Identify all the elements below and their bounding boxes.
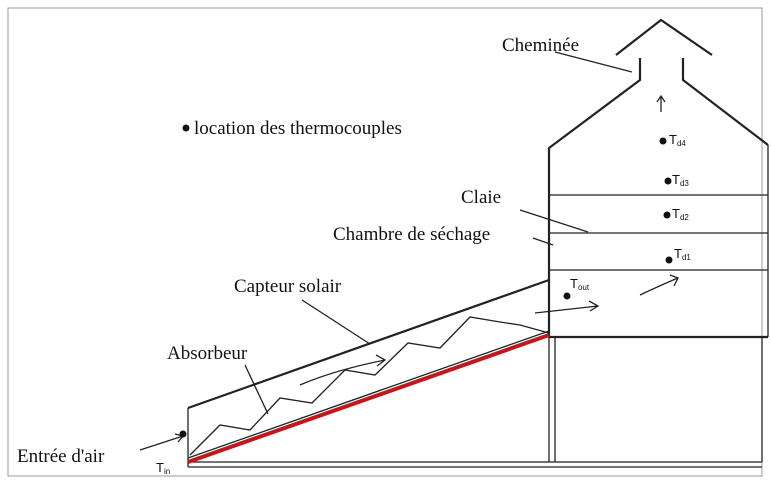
sensor-label: Td3 [672, 172, 689, 188]
leader [244, 364, 269, 415]
leader [532, 237, 554, 246]
sensor-subscript: d1 [682, 253, 691, 262]
chimney-cap [615, 18, 713, 56]
sensor-dot [659, 137, 667, 145]
thermocouples [179, 124, 673, 438]
sensor-dot [179, 430, 187, 438]
leader-lines [244, 51, 633, 415]
label: Entrée d'air [17, 446, 105, 467]
leader [554, 51, 633, 73]
absorber-plate [187, 333, 550, 464]
label: Absorbeur [167, 343, 248, 364]
roof-right [681, 58, 769, 146]
label: Chambre de séchage [333, 224, 490, 245]
sensor-label: Td2 [672, 206, 689, 222]
arrow [299, 354, 387, 386]
arrow [656, 94, 666, 112]
label: Cheminée [502, 35, 579, 56]
label: location des thermocouples [194, 118, 402, 139]
sensor-subscript: d3 [680, 179, 689, 188]
leader [519, 209, 589, 233]
drying-chamber [547, 18, 769, 462]
label: Claie [461, 187, 501, 208]
label: Capteur solair [234, 276, 342, 297]
sensor-label: Td1 [674, 246, 691, 262]
ground [188, 461, 762, 468]
absorber-zigzag [189, 316, 550, 456]
sensor-dot [563, 292, 571, 300]
sensor-subscript: in [164, 467, 170, 476]
cover [187, 278, 550, 410]
sensor-subscript: d4 [677, 139, 686, 148]
leader [301, 299, 371, 345]
sensor-dot [663, 211, 671, 219]
sensor-dot [664, 177, 672, 185]
solar-collector [187, 278, 550, 467]
sensor-base: T [156, 460, 164, 475]
sensor-label: Tout [570, 276, 590, 292]
sensor-base: T [674, 246, 682, 261]
arrow [534, 300, 600, 314]
sensor-base: T [570, 276, 578, 291]
sensor-subscript: out [578, 283, 590, 292]
legend-dot [182, 124, 190, 132]
absorber-line [187, 330, 550, 459]
sensor-label: Td4 [669, 132, 686, 148]
sensor-dot [665, 256, 673, 264]
sensor-base: T [672, 206, 680, 221]
sensor-base: T [669, 132, 677, 147]
sensor-subscript: d2 [680, 213, 689, 222]
sensor-label: Tin [156, 460, 170, 476]
arrow [139, 433, 185, 451]
frame [7, 7, 763, 477]
arrow [639, 274, 679, 296]
sensor-base: T [672, 172, 680, 187]
roof-left [547, 58, 642, 337]
